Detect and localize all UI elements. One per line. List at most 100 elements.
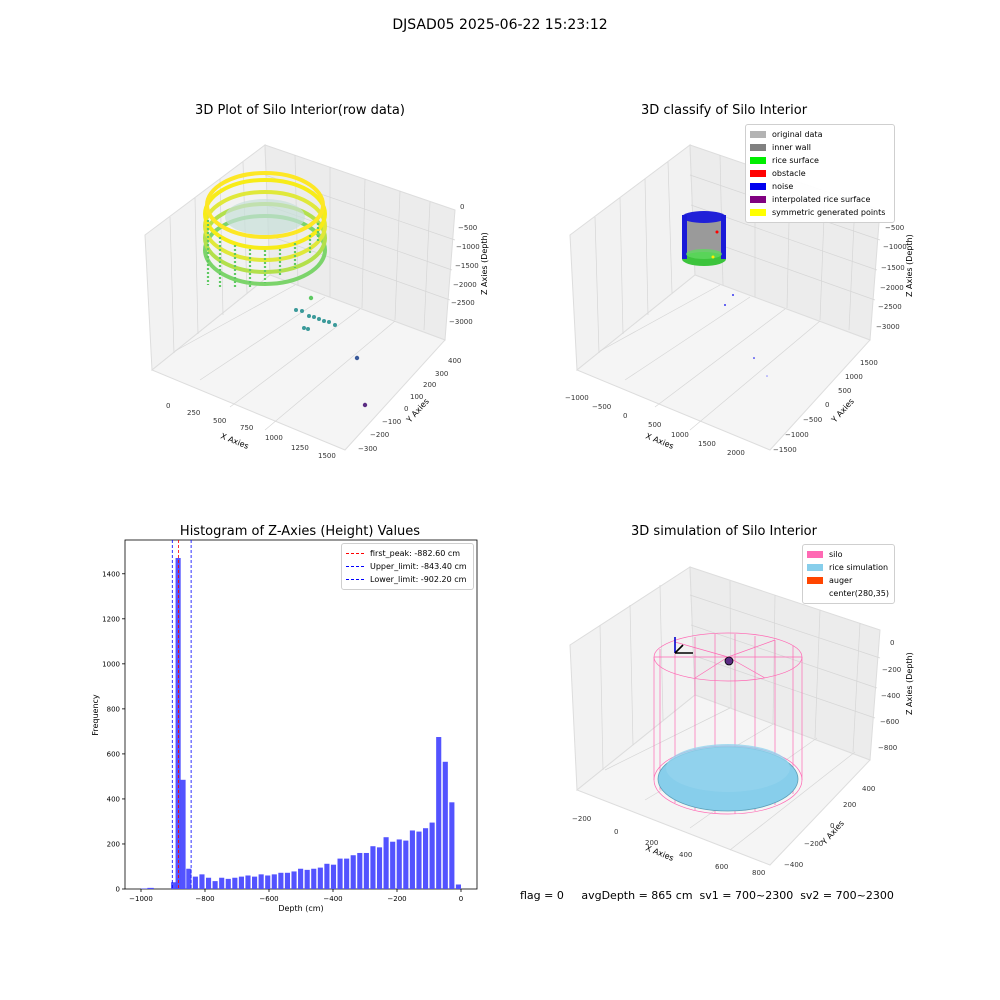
classify-floor-pane [576,274,871,451]
legend-line [346,553,364,554]
histogram-x-axis-label: Depth (cm) [278,904,323,913]
legend-swatch [750,183,766,190]
y-tick-label: 1400 [102,570,120,578]
histogram-bar [423,828,429,889]
classify-ticks: −1000 −500 0 500 1000 1500 2000 1500 100… [565,224,907,457]
y-tick-label: 400 [107,795,120,803]
histogram-bar [337,858,343,889]
histogram-bar [232,877,238,889]
raw-3d-plot: 0 250 500 750 1000 1250 1500 400 300 200… [144,144,489,460]
legend-label: first_peak: -882.60 cm [370,549,461,558]
classify-ztick: −3000 [876,323,900,331]
histogram-x-ticks: −1000 −800 −600 −400 −200 0 [129,889,463,903]
histogram-y-axis-label: Frequency [91,694,100,736]
legend-entry-inner-wall: inner wall [750,141,888,154]
histogram-bar [376,847,383,889]
raw-ztick: −3000 [449,318,473,326]
raw-xtick: 750 [240,424,253,432]
histogram-bar [219,877,225,889]
raw-xtick: 1500 [318,452,336,460]
histogram-bar [344,858,350,889]
legend-label: Upper_limit: -843.40 cm [370,562,467,571]
simulation-xtick: 400 [679,851,692,859]
legend-swatch [750,157,766,164]
legend-swatch [807,577,823,584]
classify-ztick: −1000 [883,243,907,251]
legend-entry-upper-limit: Upper_limit: -843.40 cm [346,560,467,573]
legend-entry-noise: noise [750,180,888,193]
histogram-bar [409,830,415,889]
legend-entry-silo: silo [807,548,888,561]
legend-label: center(280,35) [829,589,889,598]
simulation-ztick: 0 [890,639,894,647]
simulation-xtick: −200 [572,815,591,823]
simulation-xtick: 0 [614,828,618,836]
classify-legend: original data inner wall rice surface ob… [745,124,895,223]
legend-swatch [807,564,823,571]
histogram-bar [455,884,461,889]
classify-z-axis-label: Z Axies (Depth) [905,234,914,297]
histogram-bar [271,874,277,889]
legend-entry-original-data: original data [750,128,888,141]
histogram-bar [442,761,448,889]
legend-entry-rice-surface: rice surface [750,154,888,167]
classify-xtick: 2000 [727,449,745,457]
histogram-bar [436,737,442,889]
raw-ytick: 200 [423,381,436,389]
legend-label: noise [772,182,794,191]
raw-xtick: 500 [213,417,226,425]
histogram-bar [284,872,291,889]
histogram-chart: −1000 −800 −600 −400 −200 0 0 200 400 600 800 1000… [91,539,478,913]
raw-ytick: 0 [404,405,408,413]
simulation-ztick: −200 [882,666,901,674]
raw-ztick: 0 [460,203,464,211]
classify-ytick: −500 [803,416,822,424]
histogram-bar [416,831,422,889]
legend-entry-center: center(280,35) [807,587,889,600]
raw-ytick: 300 [435,370,448,378]
classify-xtick: −1000 [565,394,589,402]
simulation-legend: silo rice simulation auger center(280,35… [802,544,895,604]
histogram-bar [298,868,304,889]
raw-plot-title: 3D Plot of Silo Interior(row data) [195,103,405,118]
histogram-bar [403,840,409,889]
y-tick-label: 600 [107,750,120,758]
status-footer: flag = 0 avgDepth = 865 cm sv1 = 700~230… [520,889,894,902]
histogram-bar [265,875,271,889]
y-tick-label: 800 [107,705,120,713]
classify-ytick: 0 [825,401,829,409]
legend-swatch [750,196,766,203]
histogram-bar [350,855,356,889]
orientation-axes-icon [674,637,693,654]
simulation-xtick: 800 [752,869,765,875]
legend-swatch [750,144,766,151]
raw-ztick: −2000 [453,281,477,289]
legend-swatch [750,131,766,138]
histogram-bar [258,874,264,889]
legend-entry-auger: auger [807,574,888,587]
raw-ztick: −500 [458,224,477,232]
classify-ztick: −2000 [880,284,904,292]
histogram-bar [278,872,284,889]
raw-ticks: 0 250 500 750 1000 1250 1500 400 300 200… [166,203,480,460]
y-tick-label: 1200 [102,615,120,623]
raw-ytick: 400 [448,357,461,365]
x-tick-label: 0 [459,895,463,903]
histogram-bar [205,877,212,889]
rice-simulation-top [666,744,790,792]
legend-line [346,566,364,567]
raw-x-axis-label: X Axies [219,432,250,451]
histogram-bar [147,887,154,889]
figure-title: DJSAD05 2025-06-22 15:23:12 [392,17,608,33]
simulation-xtick: 200 [645,839,658,847]
legend-label: original data [772,130,823,139]
classify-xtick: 0 [623,412,627,420]
raw-ztick: −1500 [455,262,479,270]
histogram-y-ticks: 0 200 400 600 800 1000 1200 1400 [102,570,125,894]
histogram-bar [225,878,231,889]
classify-xtick: 500 [648,421,661,429]
histogram-bar [330,864,337,889]
simulation-xtick: 600 [715,863,728,871]
simulation-plot-title: 3D simulation of Silo Interior [631,524,817,539]
y-tick-label: 0 [116,886,120,894]
